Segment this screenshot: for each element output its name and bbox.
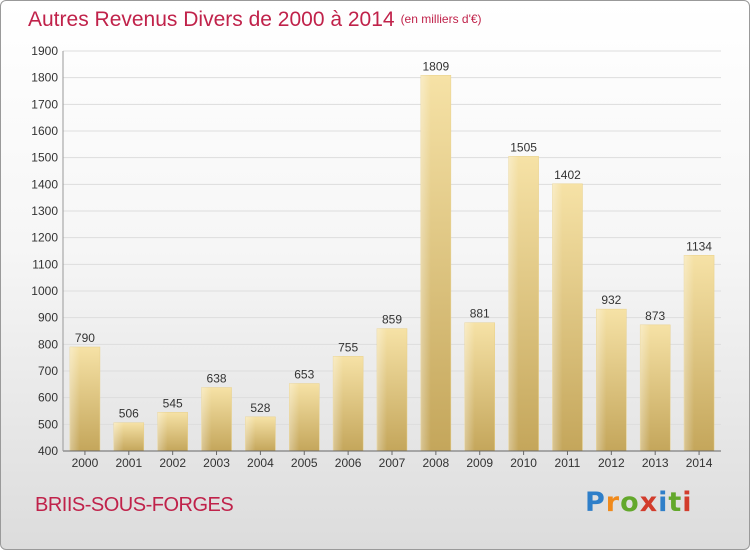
bar-highlight <box>201 387 212 451</box>
data-label: 1402 <box>554 168 581 182</box>
bar-highlight <box>377 328 387 451</box>
bar-highlight <box>69 347 80 451</box>
data-label: 545 <box>163 396 183 410</box>
bar-highlight <box>113 422 124 451</box>
bars <box>69 75 715 452</box>
y-tick-label: 1000 <box>31 284 58 298</box>
data-label: 506 <box>119 407 139 421</box>
x-tick-label: 2001 <box>115 456 142 470</box>
x-tick-label: 2008 <box>423 456 450 470</box>
x-tick-label: 2000 <box>72 456 99 470</box>
y-tick-label: 900 <box>38 311 58 325</box>
x-tick-label: 2009 <box>466 456 493 470</box>
bar-highlight <box>552 183 563 452</box>
x-tick-label: 2014 <box>686 456 713 470</box>
x-tick-label: 2006 <box>335 456 362 470</box>
bar-highlight <box>245 416 256 451</box>
logo-letter: o <box>620 487 640 518</box>
bar-highlight <box>684 255 695 451</box>
y-tick-label: 1400 <box>31 177 58 191</box>
y-tick-label: 1500 <box>31 151 58 165</box>
x-tick-label: 2002 <box>159 456 186 470</box>
bar-highlight <box>157 412 168 451</box>
x-tick-label: 2010 <box>510 456 537 470</box>
x-tick-label: 2011 <box>555 456 581 470</box>
data-label: 790 <box>75 331 95 345</box>
bar-highlight <box>420 75 431 452</box>
data-label: 755 <box>338 340 358 354</box>
y-tick-label: 1700 <box>31 97 58 111</box>
chart-title-text: Autres Revenus Divers de 2000 à 2014 <box>28 8 395 31</box>
y-tick-label: 1900 <box>31 44 58 58</box>
bar-highlight <box>464 322 475 451</box>
chart-unit: (en milliers d'€) <box>400 12 482 26</box>
y-tick-label: 400 <box>38 444 58 458</box>
proxiti-logo: Proxiti <box>585 487 693 518</box>
logo-letter: i <box>682 487 693 518</box>
data-labels: 790 506 545 638 528 653 755 859 1809 881 1505 1402 9… <box>75 59 712 420</box>
x-tick-label: 2003 <box>203 456 230 470</box>
y-tick-label: 1600 <box>31 124 58 138</box>
place-name: BRIIS-SOUS-FORGES <box>35 494 234 516</box>
y-tick-label: 600 <box>38 391 58 405</box>
data-label: 1809 <box>423 59 450 73</box>
y-tick-label: 1100 <box>32 257 58 271</box>
bar-highlight <box>508 156 519 452</box>
data-label: 1134 <box>686 239 712 253</box>
x-tick-label: 2012 <box>598 456 625 470</box>
y-axis-ticks: 400 500 600 700 800 900 1000 1100 1200 1300 1400 15… <box>31 44 58 458</box>
chart-title: Autres Revenus Divers de 2000 à 2014 (en … <box>28 8 482 32</box>
data-label: 881 <box>470 307 490 321</box>
data-label: 1505 <box>510 140 537 154</box>
data-label: 859 <box>382 313 402 327</box>
data-label: 932 <box>601 293 621 307</box>
y-tick-label: 1300 <box>31 204 58 218</box>
logo-letter: i <box>658 487 669 518</box>
y-tick-label: 1800 <box>31 71 58 85</box>
x-tick-label: 2013 <box>642 456 669 470</box>
logo-letter: x <box>639 487 659 518</box>
y-tick-label: 500 <box>38 417 58 431</box>
x-tick-label: 2007 <box>379 456 406 470</box>
bar-highlight <box>289 383 300 451</box>
y-tick-label: 800 <box>38 337 58 351</box>
logo-letter: P <box>585 487 606 518</box>
x-tick-label: 2004 <box>247 456 274 470</box>
bar-highlight <box>640 324 651 451</box>
bar-highlight <box>333 356 344 451</box>
x-axis-ticks: 2000 2001 2002 2003 2004 2005 2006 2007 2008 2009… <box>72 451 713 470</box>
logo-letter: t <box>668 487 683 518</box>
data-label: 638 <box>207 372 227 386</box>
y-tick-label: 700 <box>38 364 58 378</box>
logo-letter: r <box>605 487 621 518</box>
bar-highlight <box>596 309 607 451</box>
data-label: 873 <box>645 309 665 323</box>
y-tick-label: 1200 <box>31 231 58 245</box>
x-tick-label: 2005 <box>291 456 318 470</box>
data-label: 653 <box>294 368 314 382</box>
data-label: 528 <box>250 401 270 415</box>
